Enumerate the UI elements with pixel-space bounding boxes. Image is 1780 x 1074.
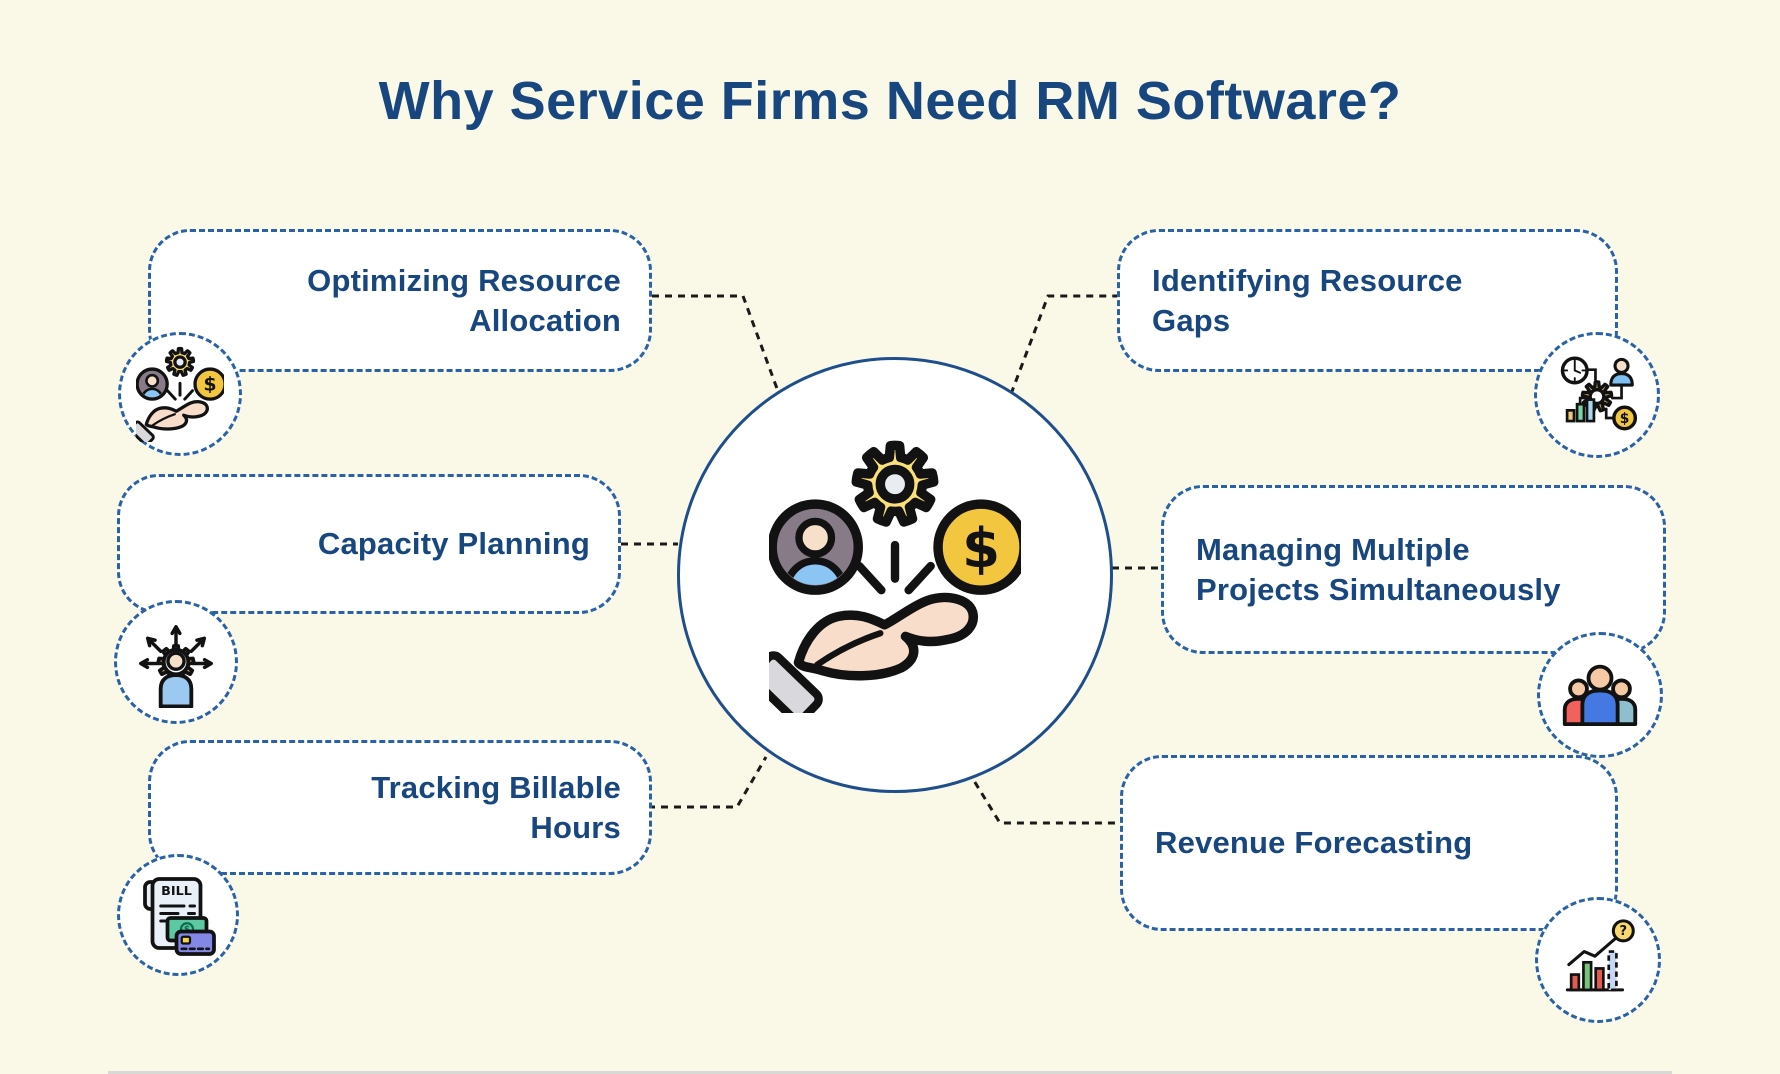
card-label: Tracking Billable Hours xyxy=(371,770,621,845)
icon-badge-gaps: $ xyxy=(1534,332,1660,458)
hand-holding-resources-icon xyxy=(136,346,224,442)
icon-badge-capacity xyxy=(114,600,238,724)
card-label: Managing Multiple Projects Simultaneousl… xyxy=(1196,532,1561,607)
card-label: Revenue Forecasting xyxy=(1155,825,1473,861)
card-label: Optimizing Resource Allocation xyxy=(307,263,621,338)
person-gear-arrows-icon xyxy=(139,625,213,708)
card-label: Capacity Planning xyxy=(317,526,590,562)
card-revenue-forecasting: Revenue Forecasting xyxy=(1120,755,1618,931)
page-title: Why Service Firms Need RM Software? xyxy=(378,71,1402,131)
card-capacity-planning: Capacity Planning xyxy=(117,474,621,614)
connector-forecasting xyxy=(966,770,1120,825)
icon-badge-forecasting: ? xyxy=(1535,897,1661,1023)
card-optimizing-resource-allocation: Optimizing Resource Allocation xyxy=(148,229,652,372)
card-tracking-billable-hours: Tracking Billable Hours xyxy=(148,740,652,875)
question-glyph: ? xyxy=(1620,924,1628,939)
card-label: Identifying Resource Gaps xyxy=(1152,263,1463,338)
center-circle xyxy=(677,357,1113,793)
connector-billable xyxy=(648,756,768,809)
connector-gaps xyxy=(1009,294,1117,395)
connector-optimizing xyxy=(652,294,781,395)
team-icon xyxy=(1562,664,1638,727)
bill-invoice-icon: BILL $ xyxy=(143,877,216,956)
icon-badge-projects xyxy=(1537,632,1663,758)
resource-network-icon: $ xyxy=(1560,356,1638,431)
bill-glyph: BILL xyxy=(161,884,192,899)
icon-badge-optimizing xyxy=(118,332,242,456)
icon-badge-billable: BILL $ xyxy=(117,854,239,976)
hand-holding-resources-icon xyxy=(769,438,1021,713)
bottom-edge-line xyxy=(108,1071,1672,1074)
dollar-glyph: $ xyxy=(1620,411,1630,427)
forecast-chart-icon: ? xyxy=(1565,919,1635,992)
card-managing-multiple-projects: Managing Multiple Projects Simultaneousl… xyxy=(1161,485,1666,654)
card-identifying-resource-gaps: Identifying Resource Gaps xyxy=(1117,229,1618,372)
